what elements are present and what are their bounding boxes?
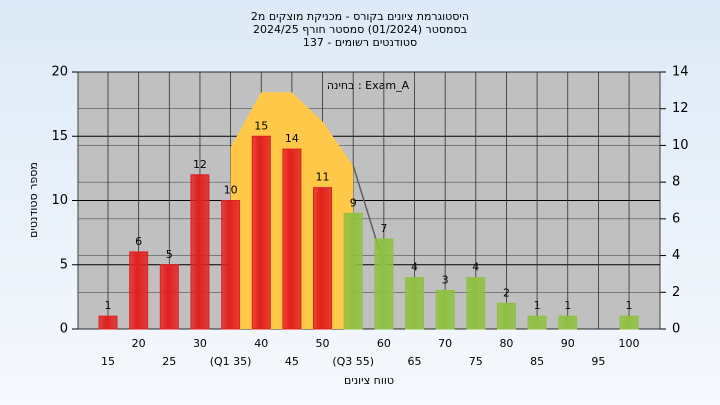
bar <box>619 315 639 330</box>
y2-tick-label: 10 <box>672 138 689 153</box>
bar <box>98 315 118 330</box>
x-tick-label: 70 <box>438 337 452 350</box>
y2-tick-label: 0 <box>672 322 680 337</box>
value-label: 11 <box>316 171 330 184</box>
y2-tick-label: 2 <box>672 285 680 300</box>
x-tick-label: 60 <box>377 337 391 350</box>
value-label: 4 <box>411 261 418 274</box>
y2-tick-label: 12 <box>672 101 689 116</box>
y2-tick-label: 8 <box>672 175 680 190</box>
y-tick-label: 5 <box>60 257 68 272</box>
x-tick-label: 15 <box>101 355 115 368</box>
bar <box>282 148 302 330</box>
value-label: 10 <box>224 184 238 197</box>
bar <box>221 200 241 330</box>
value-label: 9 <box>350 196 357 209</box>
y2-tick-label: 6 <box>672 211 680 226</box>
chart-subtitle: סטודנטים רשומים - 137 <box>303 36 417 49</box>
chart-subtitle: בסמסטר (01/2024) סמסטר חורף 2024/25 <box>253 23 467 36</box>
bar <box>527 315 547 330</box>
bar <box>558 315 578 330</box>
bar <box>251 135 271 330</box>
bar <box>343 212 363 330</box>
x-tick-label: 30 <box>193 337 207 350</box>
bar <box>435 289 455 330</box>
bar <box>313 187 333 330</box>
value-label: 4 <box>472 261 479 274</box>
x-tick-label: 90 <box>561 337 575 350</box>
x-tick-label: (Q3 55) <box>332 355 374 368</box>
x-tick-label: 100 <box>619 337 640 350</box>
x-tick-label: 40 <box>254 337 268 350</box>
value-label: 5 <box>166 248 173 261</box>
value-label: 3 <box>442 273 449 286</box>
bar <box>190 174 210 330</box>
value-label: 12 <box>193 158 207 171</box>
x-tick-label: 50 <box>316 337 330 350</box>
value-label: 1 <box>564 299 571 312</box>
y-axis-label: מספר סטודנטים <box>27 162 40 238</box>
x-tick-label: 75 <box>469 355 483 368</box>
x-tick-label: 95 <box>591 355 605 368</box>
bar <box>129 251 149 330</box>
bar <box>374 238 394 330</box>
bar <box>159 264 179 330</box>
value-label: 1 <box>626 299 633 312</box>
x-tick-label: (Q1 35) <box>210 355 252 368</box>
y2-tick-label: 14 <box>672 65 689 80</box>
y-tick-label: 20 <box>51 65 68 80</box>
y-tick-label: 0 <box>60 322 68 337</box>
value-label: 2 <box>503 286 510 299</box>
x-tick-label: 80 <box>499 337 513 350</box>
x-tick-label: 85 <box>530 355 544 368</box>
x-tick-label: 25 <box>162 355 176 368</box>
value-label: 1 <box>534 299 541 312</box>
annotation: בחינה : Exam_A <box>327 79 410 92</box>
x-tick-label: 65 <box>408 355 422 368</box>
chart-title: היסטוגרמת ציונים בקורס - מכניקת מוצקים מ… <box>251 10 469 23</box>
bar <box>466 277 486 330</box>
x-axis-label: טווח ציונים <box>344 374 394 387</box>
value-label: 1 <box>105 299 112 312</box>
bar <box>405 277 424 330</box>
value-label: 14 <box>285 132 299 145</box>
bar <box>496 302 516 330</box>
y2-tick-label: 4 <box>672 248 680 263</box>
y-tick-label: 15 <box>51 129 68 144</box>
x-tick-label: 45 <box>285 355 299 368</box>
value-label: 7 <box>380 222 387 235</box>
value-label: 6 <box>135 235 142 248</box>
value-label: 15 <box>254 119 268 132</box>
y-tick-label: 10 <box>51 193 68 208</box>
x-tick-label: 20 <box>132 337 146 350</box>
